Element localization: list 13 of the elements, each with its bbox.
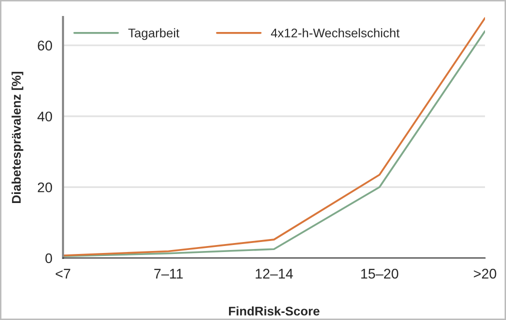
x-tick-label: <7	[56, 268, 70, 278]
y-tick-label: 20	[38, 182, 52, 192]
x-tick-label: 15–20	[361, 268, 398, 279]
x-tick-label: >20	[474, 268, 496, 279]
x-axis-title: FindRisk-Score	[228, 306, 320, 316]
y-tick-label: 60	[38, 40, 52, 51]
y-tick-label: 0	[45, 253, 52, 264]
x-tick-label: 12–14	[256, 268, 293, 278]
legend-label: Tagarbeit	[128, 28, 180, 40]
y-axis-title: Diabetesprävalenz [%]	[12, 72, 24, 203]
x-tick-label: 7–11	[154, 268, 183, 278]
legend-label: 4x12-h-Wechselschicht	[270, 28, 400, 38]
y-tick-label: 40	[37, 112, 52, 122]
